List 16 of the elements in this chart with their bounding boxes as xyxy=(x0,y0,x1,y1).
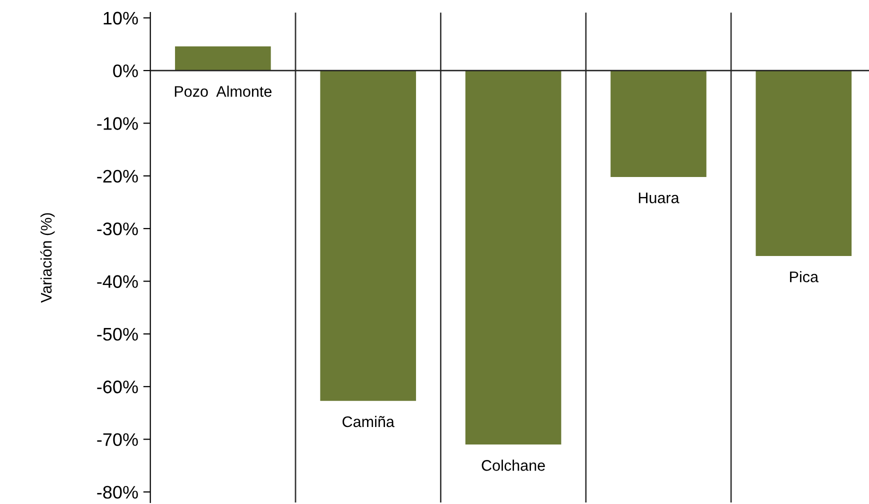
y-tick-label: -30% xyxy=(97,222,138,236)
y-tick-label: -20% xyxy=(97,170,138,183)
y-tick-label: -60% xyxy=(97,380,138,394)
y-tick-label: 0% xyxy=(113,64,138,78)
x-tick-label: Pozo Almonte xyxy=(174,86,272,97)
x-tick-label: Colchane xyxy=(482,460,545,471)
x-tick-label: Camiña xyxy=(342,416,394,428)
y-tick-label: -70% xyxy=(97,433,138,446)
y-tick-label: -10% xyxy=(97,117,138,130)
y-tick-label: 10% xyxy=(104,12,138,25)
x-tick-label: Pica xyxy=(790,271,819,282)
x-tick-label: Huara xyxy=(638,192,680,204)
y-tick-label: -40% xyxy=(97,275,138,288)
y-tick-label: -80% xyxy=(97,486,138,499)
y-tick-label: -50% xyxy=(97,328,138,341)
y-axis-title: Variación (%) xyxy=(40,213,55,303)
